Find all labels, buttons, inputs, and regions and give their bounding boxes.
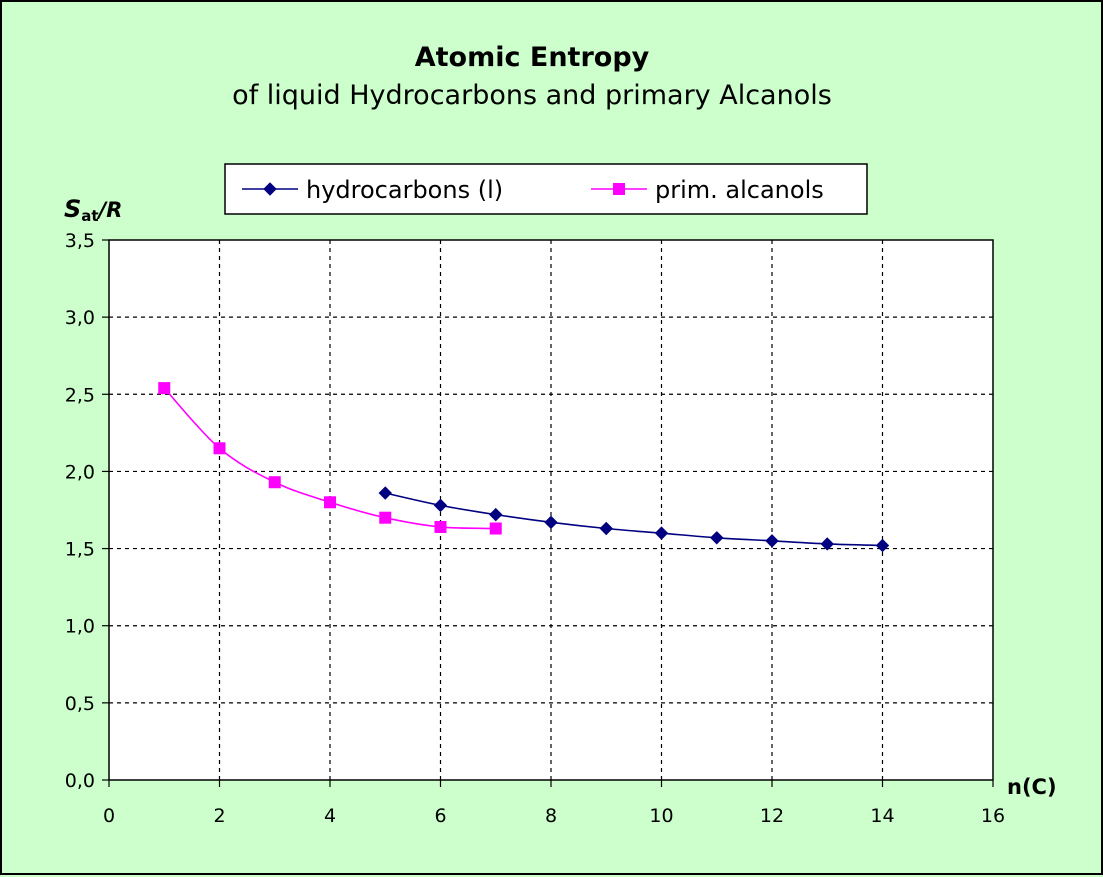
data-point-prim-alcanols: [434, 520, 447, 533]
x-tick-label: 6: [434, 805, 446, 827]
y-axis-label-suffix: /R: [96, 198, 123, 222]
x-tick-label: 8: [545, 805, 557, 827]
legend-label: hydrocarbons (l): [306, 176, 503, 204]
series-layer: [158, 382, 890, 553]
legend-item-hydrocarbons-l: hydrocarbons (l): [242, 176, 503, 204]
data-point-prim-alcanols: [158, 382, 171, 395]
x-axis-label: n(C): [1007, 775, 1057, 799]
y-tick-label: 1,5: [65, 539, 95, 561]
legend-item-prim-alcanols: prim. alcanols: [591, 176, 824, 204]
y-tick-label: 0,5: [65, 693, 95, 715]
data-point-prim-alcanols: [324, 496, 336, 509]
data-point-prim-alcanols: [379, 511, 392, 524]
y-tick-label: 2,5: [65, 384, 95, 406]
legend-marker: [613, 183, 625, 195]
y-tick-label: 3,5: [65, 230, 95, 252]
data-point-prim-alcanols: [268, 476, 281, 489]
legend-marker: [263, 182, 277, 196]
grid-lines: [102, 239, 994, 787]
series-hydrocarbons-l: [378, 486, 890, 553]
y-axis-label: Sat/R: [64, 195, 122, 225]
data-point-hydrocarbons-l: [489, 507, 503, 522]
data-point-hydrocarbons-l: [378, 486, 392, 500]
y-tick-label: 2,0: [65, 461, 95, 483]
data-point-hydrocarbons-l: [710, 531, 724, 545]
data-point-hydrocarbons-l: [654, 526, 669, 540]
series-prim-alcanols: [158, 382, 502, 535]
series-line-hydrocarbons-l: [385, 492, 883, 547]
data-point-hydrocarbons-l: [820, 537, 834, 551]
x-tick-label: 14: [870, 805, 894, 827]
x-tick-label: 16: [981, 805, 1005, 827]
data-point-hydrocarbons-l: [544, 515, 558, 530]
chart-title: Atomic Entropy: [415, 42, 650, 73]
y-tick-label: 0,0: [65, 770, 95, 792]
data-point-prim-alcanols: [489, 522, 502, 535]
x-tick-label: 2: [213, 805, 225, 827]
y-tick-label: 1,0: [65, 616, 95, 638]
y-tick-label: 3,0: [65, 307, 95, 329]
data-point-hydrocarbons-l: [875, 538, 890, 553]
data-point-hydrocarbons-l: [599, 521, 613, 536]
chart-subtitle: of liquid Hydrocarbons and primary Alcan…: [232, 80, 832, 111]
legend: hydrocarbons (l) prim. alcanols: [242, 176, 824, 204]
legend-label: prim. alcanols: [655, 176, 824, 204]
data-point-prim-alcanols: [213, 442, 226, 455]
tick-labels: 0 2 4 6 8 10 12 14 16 0,0 0,5 1,0 1,5 2,0 2,5 3,0 3,5: [65, 230, 1005, 827]
y-axis-label-main: S: [64, 195, 81, 223]
x-tick-label: 12: [760, 805, 784, 827]
x-tick-label: 0: [103, 805, 115, 827]
data-point-hydrocarbons-l: [765, 534, 779, 548]
y-axis-label-subscript: at: [81, 207, 98, 225]
x-tick-label: 4: [324, 805, 336, 827]
data-point-hydrocarbons-l: [433, 498, 448, 513]
x-tick-label: 10: [649, 805, 673, 827]
legend-box: [224, 163, 868, 215]
